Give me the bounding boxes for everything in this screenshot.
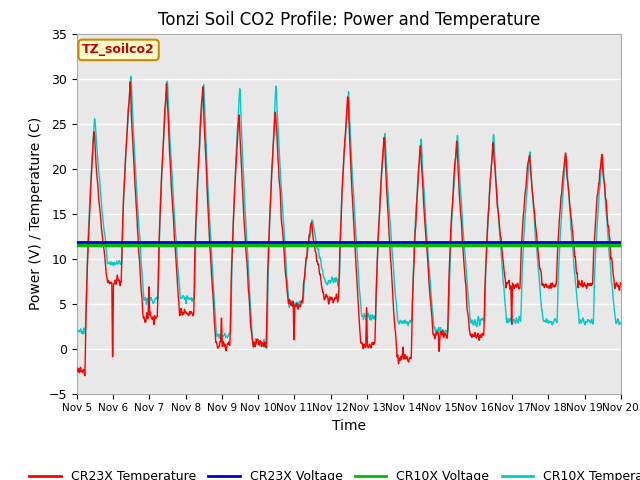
Y-axis label: Power (V) / Temperature (C): Power (V) / Temperature (C) xyxy=(29,117,43,310)
X-axis label: Time: Time xyxy=(332,419,366,433)
Legend: CR23X Temperature, CR23X Voltage, CR10X Voltage, CR10X Temperature: CR23X Temperature, CR23X Voltage, CR10X … xyxy=(24,465,640,480)
Title: Tonzi Soil CO2 Profile: Power and Temperature: Tonzi Soil CO2 Profile: Power and Temper… xyxy=(157,11,540,29)
Text: TZ_soilco2: TZ_soilco2 xyxy=(82,43,155,56)
